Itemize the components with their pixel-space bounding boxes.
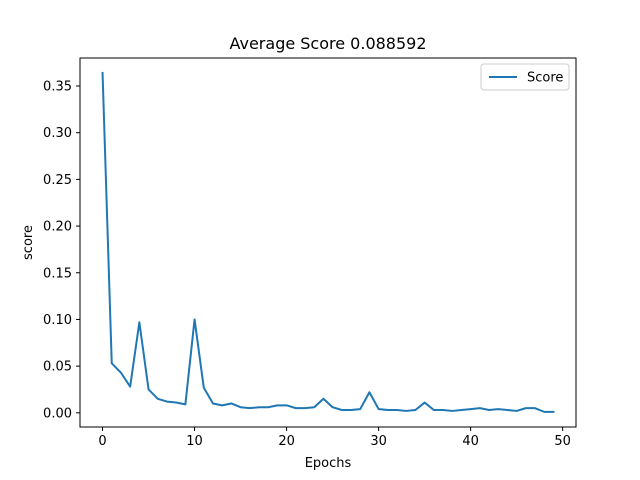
x-tick-label: 20 [278, 434, 295, 449]
chart-title: Average Score 0.088592 [229, 34, 426, 53]
x-tick-label: 50 [554, 434, 571, 449]
x-axis-ticks: 0 10 20 30 40 50 [98, 427, 571, 449]
y-tick-label: 0.30 [43, 126, 72, 141]
x-tick-label: 0 [98, 434, 106, 449]
x-tick-label: 30 [370, 434, 387, 449]
series-line-score [101, 71, 555, 413]
x-tick-label: 40 [462, 434, 479, 449]
y-tick-label: 0.05 [43, 360, 72, 375]
y-tick-label: 0.10 [43, 313, 72, 328]
y-tick-label: 0.15 [43, 266, 72, 281]
y-tick-label: 0.00 [43, 406, 72, 421]
y-tick-label: 0.35 [43, 80, 72, 95]
legend-label-score: Score [527, 71, 563, 86]
x-tick-label: 10 [186, 434, 203, 449]
y-tick-label: 0.20 [43, 220, 72, 235]
axes-frame [79, 57, 577, 428]
y-axis-label: score [21, 225, 36, 260]
x-axis-label: Epochs [305, 456, 352, 471]
series-layer [101, 71, 555, 413]
y-axis-ticks: 0.00 0.05 0.10 0.15 0.20 0.25 0.30 0.35 [43, 80, 80, 421]
legend-box [480, 63, 570, 91]
y-tick-label: 0.25 [43, 173, 72, 188]
legend: Score [480, 63, 570, 91]
